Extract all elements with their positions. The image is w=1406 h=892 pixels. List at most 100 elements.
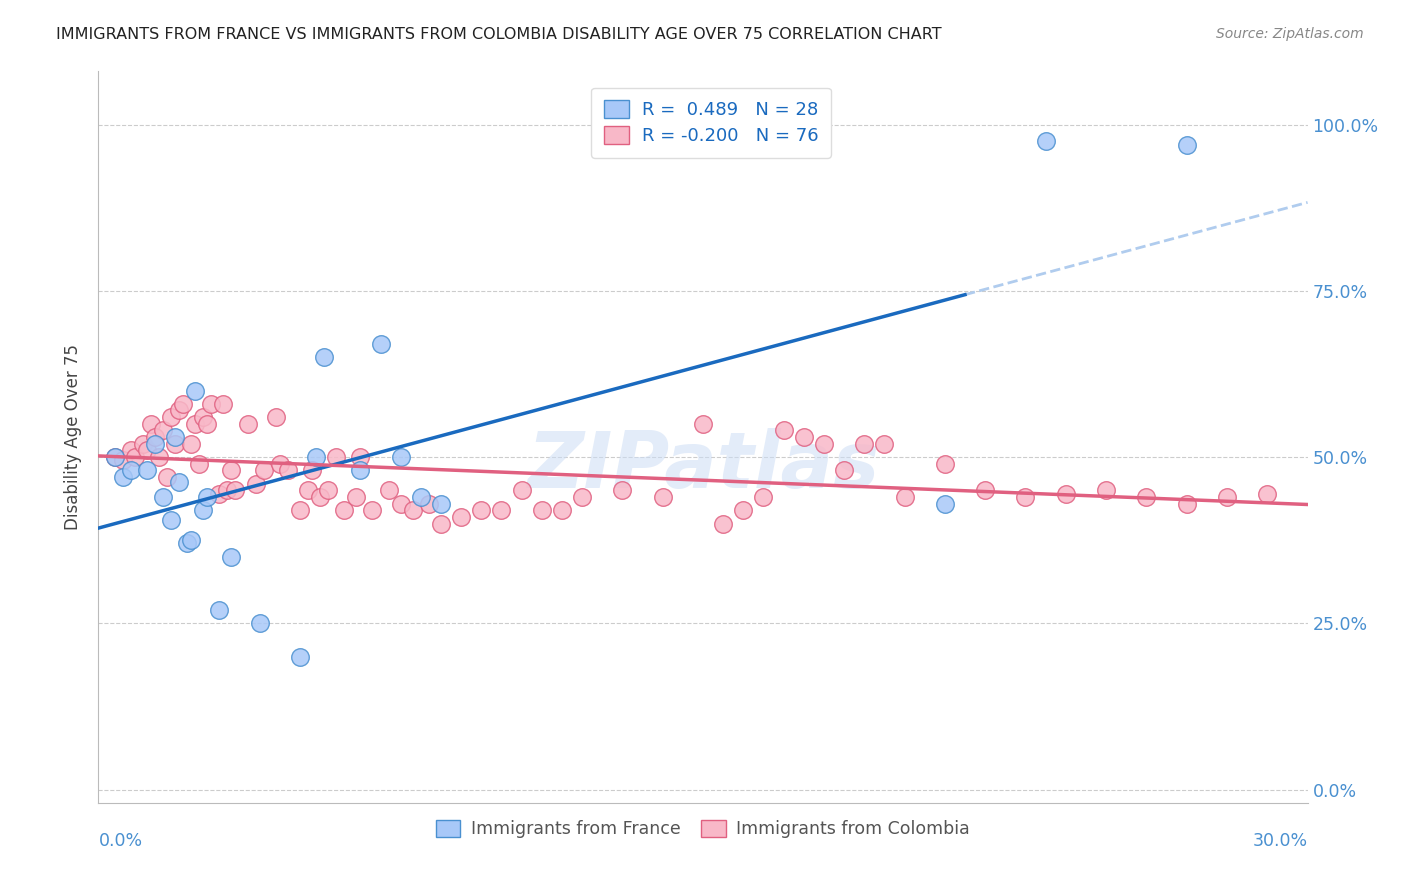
Point — [1014, 490, 1036, 504]
Point — [120, 443, 142, 458]
Point — [277, 463, 299, 477]
Point — [152, 490, 174, 504]
Point — [1035, 134, 1057, 148]
Point — [711, 516, 734, 531]
Point — [143, 430, 166, 444]
Point — [253, 463, 276, 477]
Point — [551, 503, 574, 517]
Point — [184, 417, 207, 431]
Text: Source: ZipAtlas.com: Source: ZipAtlas.com — [1216, 27, 1364, 41]
Point — [143, 436, 166, 450]
Point — [188, 457, 211, 471]
Point — [1175, 497, 1198, 511]
Point — [314, 351, 336, 365]
Point — [430, 497, 453, 511]
Point — [163, 436, 186, 450]
Point — [156, 470, 179, 484]
Point — [430, 516, 453, 531]
Point — [288, 503, 311, 517]
Point — [402, 503, 425, 517]
Point — [752, 490, 775, 504]
Point — [530, 503, 553, 517]
Text: ZIPatlas: ZIPatlas — [527, 428, 879, 504]
Legend: Immigrants from France, Immigrants from Colombia: Immigrants from France, Immigrants from … — [429, 814, 977, 846]
Point — [160, 513, 183, 527]
Point — [180, 533, 202, 548]
Text: IMMIGRANTS FROM FRANCE VS IMMIGRANTS FROM COLOMBIA DISABILITY AGE OVER 75 CORREL: IMMIGRANTS FROM FRANCE VS IMMIGRANTS FRO… — [56, 27, 942, 42]
Point — [361, 503, 384, 517]
Point — [733, 503, 755, 517]
Point — [349, 450, 371, 464]
Point — [160, 410, 183, 425]
Point — [316, 483, 339, 498]
Point — [163, 430, 186, 444]
Point — [221, 463, 243, 477]
Point — [1256, 486, 1278, 500]
Point — [377, 483, 399, 498]
Point — [111, 453, 134, 467]
Point — [470, 503, 492, 517]
Point — [1175, 137, 1198, 152]
Point — [224, 483, 246, 498]
Point — [389, 497, 412, 511]
Point — [370, 337, 392, 351]
Point — [1135, 490, 1157, 504]
Point — [193, 503, 215, 517]
Point — [612, 483, 634, 498]
Point — [172, 397, 194, 411]
Y-axis label: Disability Age Over 75: Disability Age Over 75 — [65, 344, 83, 530]
Point — [200, 397, 222, 411]
Point — [269, 457, 291, 471]
Point — [208, 486, 231, 500]
Point — [651, 490, 673, 504]
Point — [167, 403, 190, 417]
Point — [236, 417, 259, 431]
Point — [491, 503, 513, 517]
Point — [193, 410, 215, 425]
Point — [184, 384, 207, 398]
Point — [103, 450, 125, 464]
Point — [139, 417, 162, 431]
Point — [249, 616, 271, 631]
Point — [217, 483, 239, 498]
Point — [1054, 486, 1077, 500]
Point — [409, 490, 432, 504]
Point — [152, 424, 174, 438]
Text: 0.0%: 0.0% — [98, 832, 142, 850]
Text: 30.0%: 30.0% — [1253, 832, 1308, 850]
Point — [333, 503, 356, 517]
Point — [208, 603, 231, 617]
Point — [450, 509, 472, 524]
Point — [180, 436, 202, 450]
Point — [124, 450, 146, 464]
Point — [692, 417, 714, 431]
Point — [111, 470, 134, 484]
Point — [288, 649, 311, 664]
Point — [974, 483, 997, 498]
Point — [832, 463, 855, 477]
Point — [195, 417, 218, 431]
Point — [305, 450, 328, 464]
Point — [893, 490, 915, 504]
Point — [167, 475, 190, 490]
Point — [245, 476, 267, 491]
Point — [264, 410, 287, 425]
Point — [325, 450, 347, 464]
Point — [934, 457, 956, 471]
Point — [132, 436, 155, 450]
Point — [176, 536, 198, 550]
Point — [772, 424, 794, 438]
Point — [389, 450, 412, 464]
Point — [120, 463, 142, 477]
Point — [510, 483, 533, 498]
Point — [195, 490, 218, 504]
Point — [148, 450, 170, 464]
Point — [297, 483, 319, 498]
Point — [1095, 483, 1118, 498]
Point — [301, 463, 323, 477]
Point — [793, 430, 815, 444]
Point — [873, 436, 896, 450]
Point — [103, 450, 125, 464]
Point — [135, 443, 157, 458]
Point — [309, 490, 332, 504]
